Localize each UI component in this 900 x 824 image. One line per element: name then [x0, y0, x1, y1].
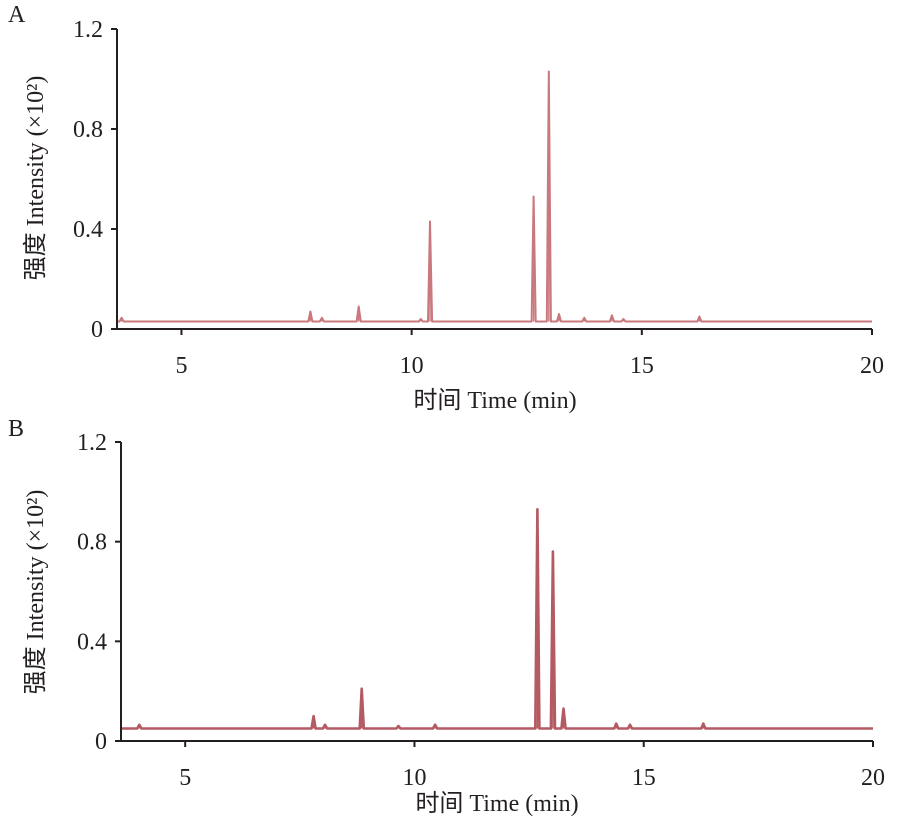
y-tick-label-a-0: 0: [91, 317, 103, 343]
y-axis-label-a: 强度 Intensity (×10²): [22, 76, 49, 281]
x-axis-label-a: 时间 Time (min): [413, 387, 576, 414]
y-ticks-a: 0 0.4 0.8 1.2: [73, 17, 117, 343]
y-tick-label-a-2: 0.8: [73, 117, 103, 143]
x-tick-label-a-1: 10: [400, 353, 424, 379]
chromatogram-trace-a: [117, 70, 872, 323]
y-tick-label-b-2: 0.8: [77, 530, 107, 556]
x-tick-label-a-0: 5: [175, 353, 187, 379]
x-tick-label-b-1: 10: [402, 765, 426, 791]
peak-marks-b: [138, 509, 705, 729]
x-tick-label-b-2: 15: [632, 765, 656, 791]
panel-b: B 强度 Intensity (×10²) 时间 Time (min) 0 0.4…: [8, 416, 885, 817]
x-ticks-a: 5 10 15 20: [175, 329, 884, 379]
y-tick-label-b-0: 0: [95, 729, 107, 755]
y-tick-label-b-3: 1.2: [77, 430, 107, 456]
x-tick-label-b-0: 5: [179, 765, 191, 791]
x-ticks-b: 5 10 15 20: [179, 741, 885, 791]
chromatogram-trace-b: [121, 508, 873, 730]
y-tick-label-b-1: 0.4: [77, 629, 107, 655]
panel-label-b: B: [8, 416, 24, 442]
y-axis-label-b: 强度 Intensity (×10²): [22, 490, 49, 695]
panel-a: A 强度 Intensity (×10²) 时间 Time (min) 0 0.4…: [8, 2, 884, 414]
y-tick-label-a-3: 1.2: [73, 17, 103, 43]
x-axis-label-b: 时间 Time (min): [415, 790, 578, 817]
panel-label-a: A: [8, 2, 26, 28]
peak-marks-a: [120, 71, 701, 322]
x-tick-label-a-3: 20: [860, 353, 884, 379]
x-tick-label-b-3: 20: [861, 765, 885, 791]
x-tick-label-a-2: 15: [630, 353, 654, 379]
y-ticks-b: 0 0.4 0.8 1.2: [77, 430, 121, 755]
y-tick-label-a-1: 0.4: [73, 217, 103, 243]
